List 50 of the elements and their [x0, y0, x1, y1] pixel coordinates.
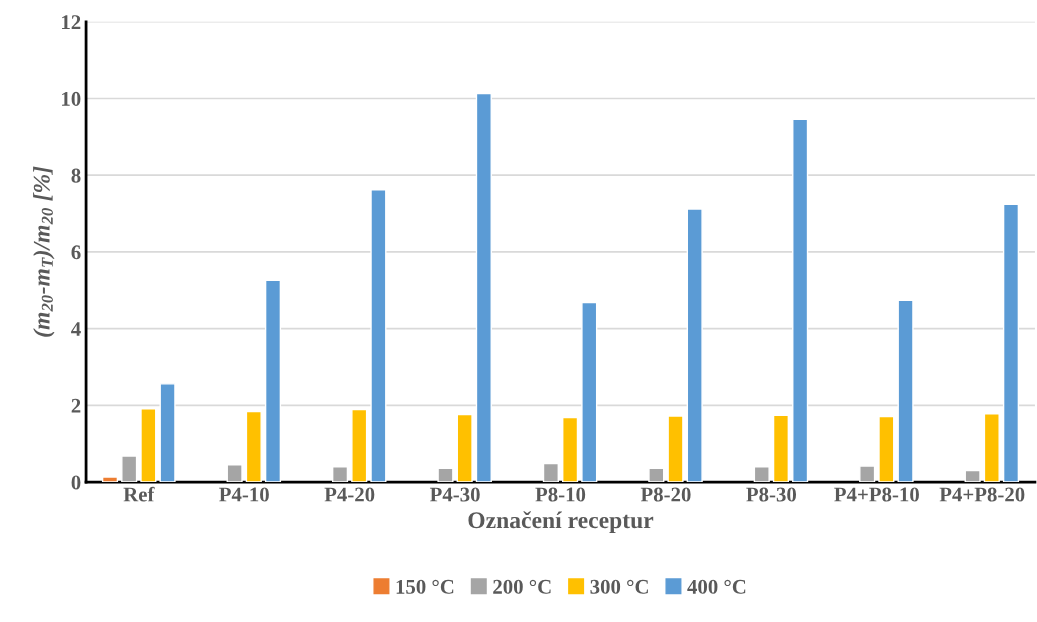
- bar: [140, 408, 157, 483]
- x-tick-label: P4-10: [219, 487, 269, 502]
- bar: [878, 415, 895, 483]
- bar: [475, 92, 492, 483]
- y-axis-title: (m$_{20}$-m$_{T}$)/m$_{20}$ [%]: [33, 166, 55, 337]
- bar: [964, 469, 981, 483]
- bar: [562, 416, 579, 483]
- x-tick-label: P8-10: [535, 487, 586, 502]
- bar: [542, 462, 559, 483]
- bar: [159, 383, 176, 483]
- bar: [1002, 203, 1020, 483]
- bar: [648, 467, 665, 483]
- legend-label: 200 °C: [493, 579, 551, 594]
- bar: [983, 413, 1000, 483]
- x-tick-label: P4+P8-20: [939, 487, 1025, 502]
- bar: [437, 467, 454, 483]
- bar: [686, 208, 703, 483]
- bar: [753, 466, 770, 483]
- x-tick-label: P4+P8-10: [834, 487, 919, 502]
- bar: [859, 465, 876, 483]
- bar: [101, 476, 119, 483]
- bar: [370, 189, 387, 483]
- bar: [264, 279, 282, 483]
- bar: [245, 410, 262, 483]
- y-tick-label: 10: [62, 91, 81, 106]
- bar: [121, 455, 138, 483]
- bar: [351, 408, 368, 483]
- y-tick-label: 12: [62, 15, 81, 29]
- legend-label: 400 °C: [687, 579, 746, 594]
- x-axis-title: Označení receptur: [468, 511, 654, 534]
- x-tick-label: P8-30: [746, 487, 797, 502]
- bar: [897, 299, 914, 483]
- x-tick-label: P4-30: [429, 487, 480, 502]
- bar: [667, 415, 684, 483]
- bar: [331, 466, 349, 483]
- y-tick-label: 2: [71, 398, 81, 413]
- x-tick-label: P8-20: [640, 487, 691, 502]
- bar: [226, 464, 243, 483]
- bar: [581, 301, 598, 483]
- legend-label: 300 °C: [590, 579, 648, 594]
- y-tick-label: 4: [71, 322, 81, 336]
- legend-label: 150 °C: [396, 579, 454, 594]
- bar: [456, 413, 473, 483]
- bar: [792, 118, 809, 483]
- y-tick-label: 0: [71, 475, 81, 490]
- y-tick-label: 6: [71, 245, 81, 260]
- x-tick-label: P4-20: [324, 487, 375, 502]
- x-tick-label: Ref: [123, 486, 155, 502]
- y-tick-label: 8: [71, 168, 81, 183]
- bar: [772, 414, 790, 483]
